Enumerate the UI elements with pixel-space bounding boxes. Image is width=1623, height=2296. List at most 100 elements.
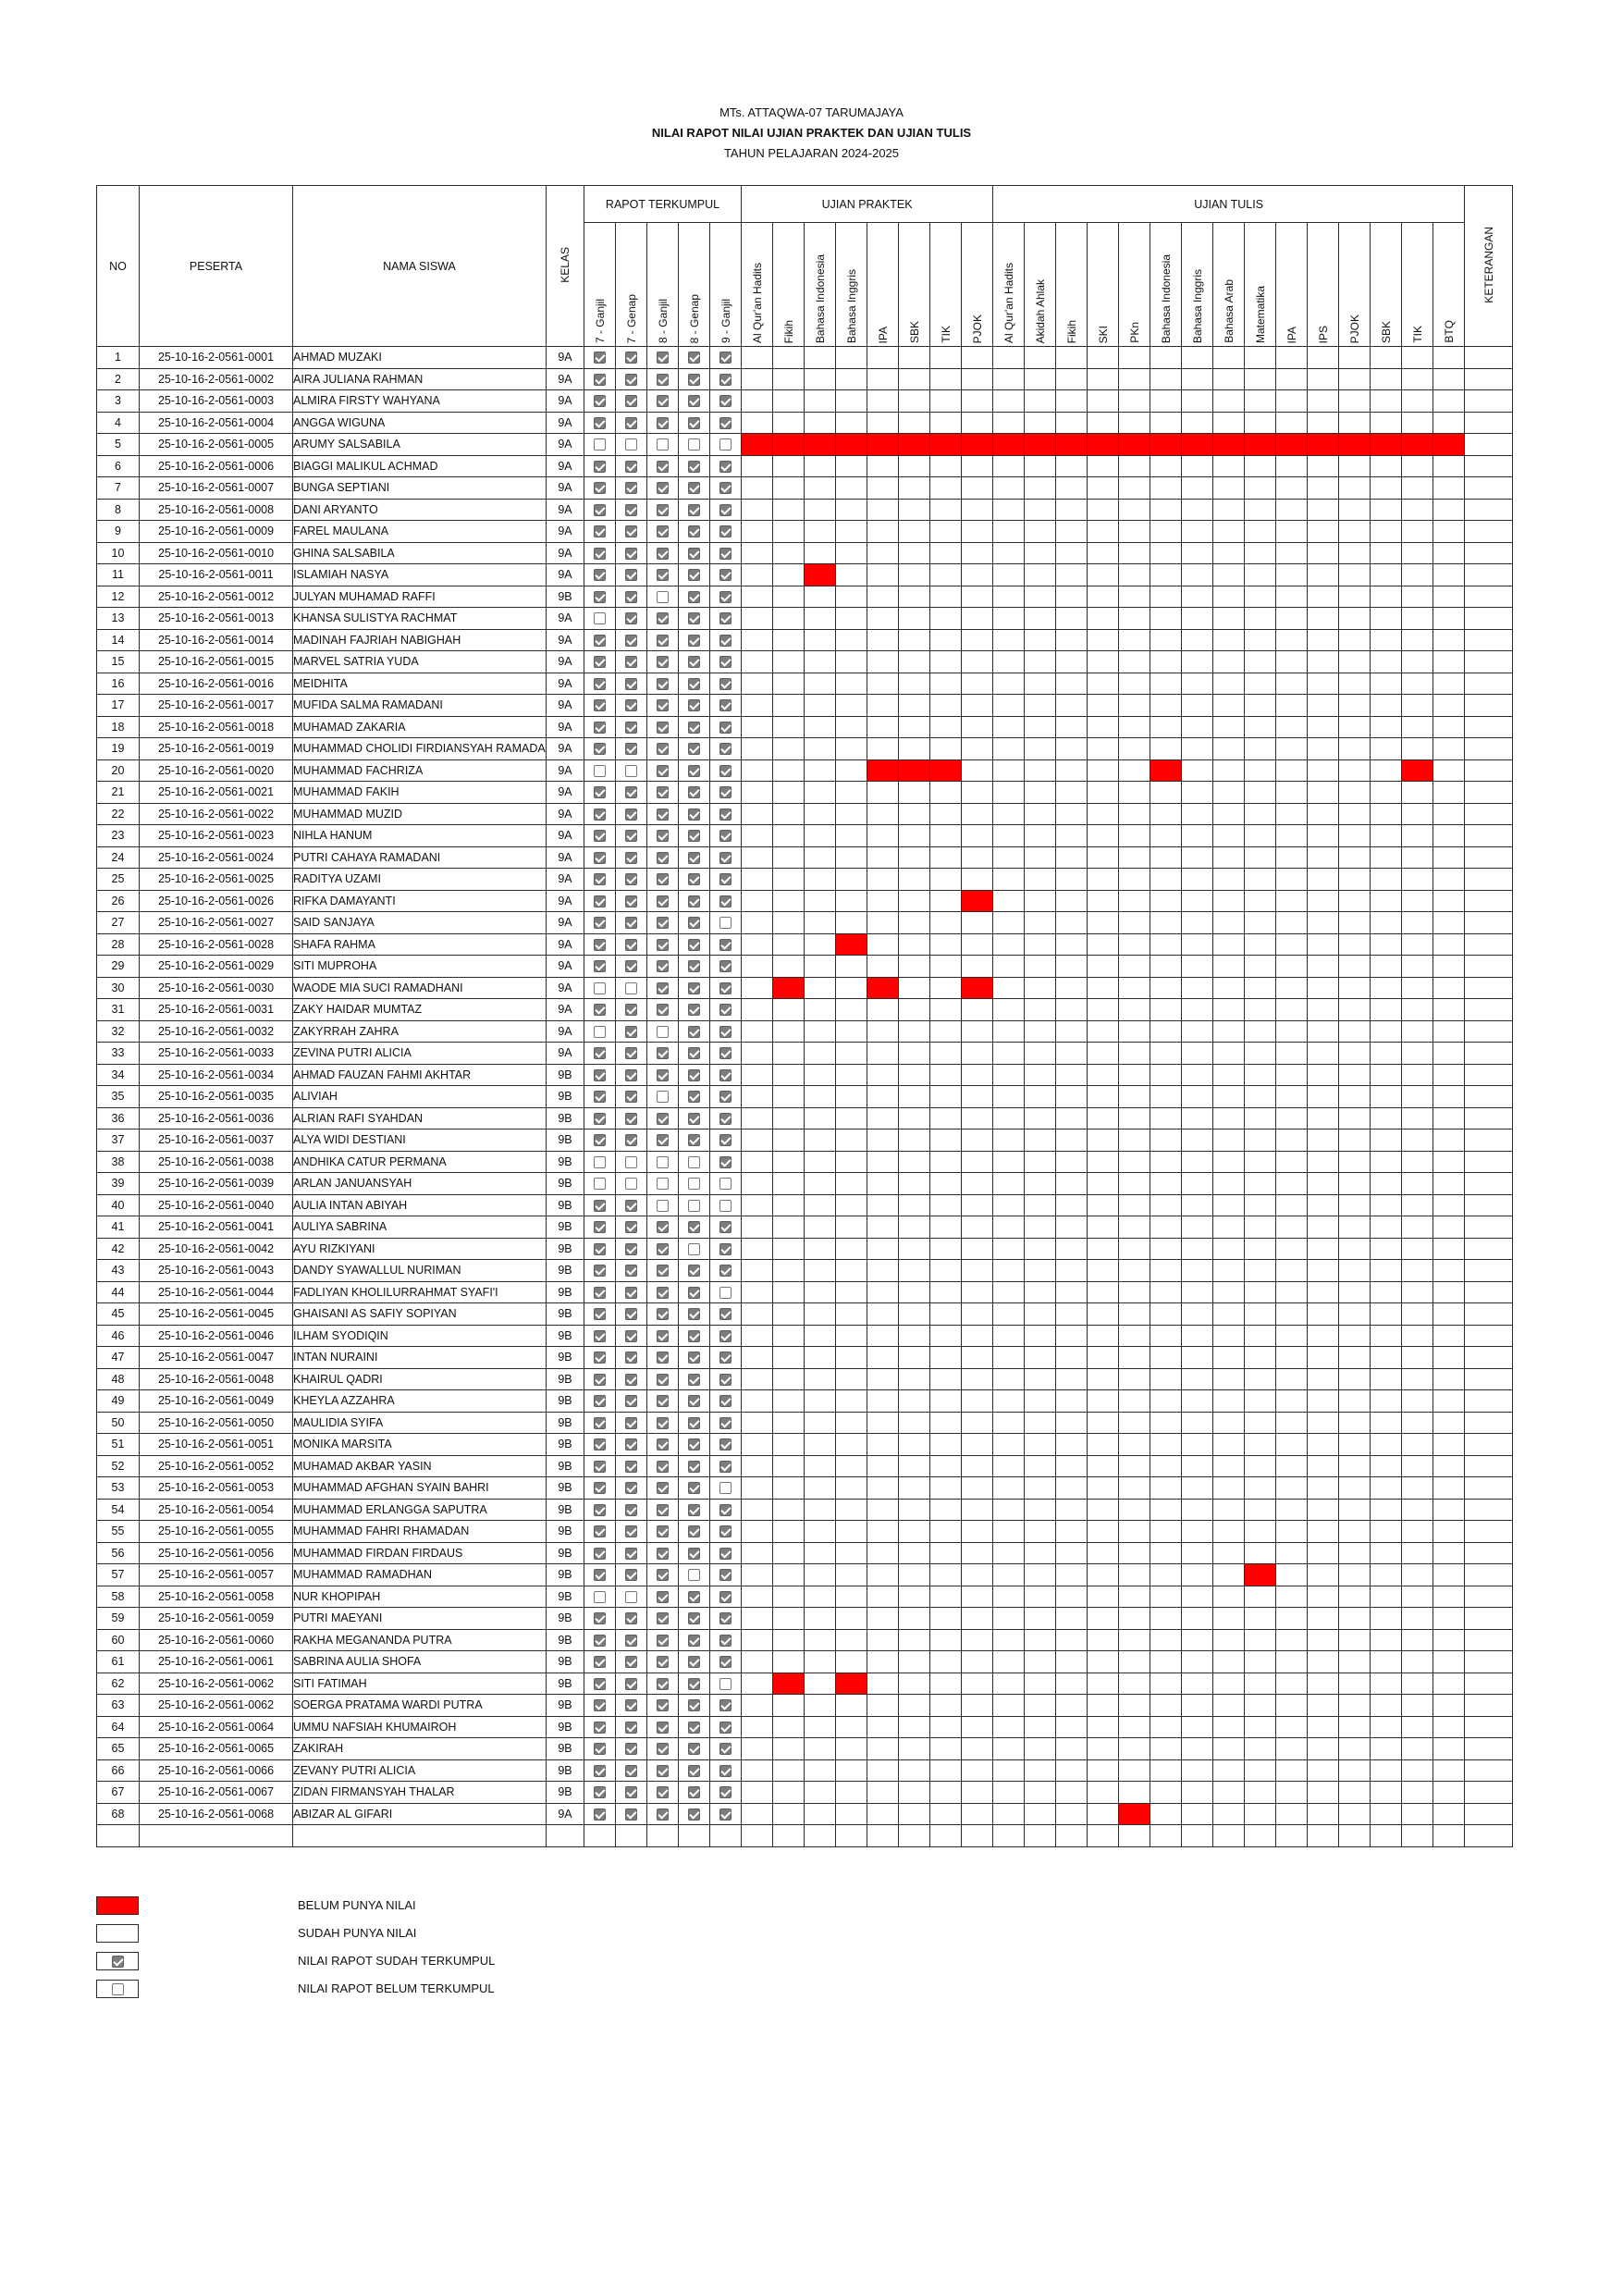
checked-checkbox-icon[interactable] <box>625 851 637 864</box>
unchecked-checkbox-icon[interactable] <box>688 1199 700 1212</box>
unchecked-checkbox-icon[interactable] <box>719 1286 732 1299</box>
checked-checkbox-icon[interactable] <box>688 1677 700 1690</box>
checked-checkbox-icon[interactable] <box>625 1221 637 1234</box>
checked-checkbox-icon[interactable] <box>719 1786 732 1799</box>
unchecked-checkbox-icon[interactable] <box>625 764 637 777</box>
checked-checkbox-icon[interactable] <box>594 1743 606 1756</box>
checked-checkbox-icon[interactable] <box>594 1612 606 1625</box>
checked-checkbox-icon[interactable] <box>594 656 606 669</box>
checked-checkbox-icon[interactable] <box>719 960 732 973</box>
checked-checkbox-icon[interactable] <box>657 1743 669 1756</box>
checked-checkbox-icon[interactable] <box>657 1134 669 1147</box>
checked-checkbox-icon[interactable] <box>657 1460 669 1473</box>
checked-checkbox-icon[interactable] <box>625 1547 637 1560</box>
checked-checkbox-icon[interactable] <box>688 1047 700 1060</box>
checked-checkbox-icon[interactable] <box>594 590 606 603</box>
checked-checkbox-icon[interactable] <box>594 352 606 364</box>
checked-checkbox-icon[interactable] <box>657 743 669 756</box>
checked-checkbox-icon[interactable] <box>719 1634 732 1647</box>
checked-checkbox-icon[interactable] <box>594 482 606 495</box>
checked-checkbox-icon[interactable] <box>719 851 732 864</box>
checked-checkbox-icon[interactable] <box>657 721 669 734</box>
unchecked-checkbox-icon[interactable] <box>594 1155 606 1168</box>
checked-checkbox-icon[interactable] <box>594 1656 606 1669</box>
unchecked-checkbox-icon[interactable] <box>719 1482 732 1495</box>
unchecked-checkbox-icon[interactable] <box>657 1155 669 1168</box>
checked-checkbox-icon[interactable] <box>688 1721 700 1734</box>
checked-checkbox-icon[interactable] <box>625 1373 637 1386</box>
checked-checkbox-icon[interactable] <box>625 1612 637 1625</box>
checked-checkbox-icon[interactable] <box>688 677 700 690</box>
checked-checkbox-icon[interactable] <box>688 1308 700 1321</box>
checked-checkbox-icon[interactable] <box>625 395 637 408</box>
checked-checkbox-icon[interactable] <box>657 1242 669 1255</box>
checked-checkbox-icon[interactable] <box>688 416 700 429</box>
unchecked-checkbox-icon[interactable] <box>594 764 606 777</box>
checked-checkbox-icon[interactable] <box>688 873 700 886</box>
checked-checkbox-icon[interactable] <box>625 1199 637 1212</box>
checked-checkbox-icon[interactable] <box>719 1091 732 1104</box>
checked-checkbox-icon[interactable] <box>719 1265 732 1278</box>
checked-checkbox-icon[interactable] <box>594 1286 606 1299</box>
checked-checkbox-icon[interactable] <box>625 482 637 495</box>
checked-checkbox-icon[interactable] <box>719 1503 732 1516</box>
checked-checkbox-icon[interactable] <box>625 634 637 647</box>
checked-checkbox-icon[interactable] <box>657 981 669 994</box>
checked-checkbox-icon[interactable] <box>657 569 669 582</box>
checked-checkbox-icon[interactable] <box>719 547 732 560</box>
checked-checkbox-icon[interactable] <box>688 1025 700 1038</box>
checked-checkbox-icon[interactable] <box>657 808 669 821</box>
checked-checkbox-icon[interactable] <box>688 786 700 799</box>
checked-checkbox-icon[interactable] <box>657 1503 669 1516</box>
checked-checkbox-icon[interactable] <box>625 873 637 886</box>
unchecked-checkbox-icon[interactable] <box>688 1242 700 1255</box>
unchecked-checkbox-icon[interactable] <box>657 1091 669 1104</box>
checked-checkbox-icon[interactable] <box>688 851 700 864</box>
checked-checkbox-icon[interactable] <box>625 1634 637 1647</box>
checked-checkbox-icon[interactable] <box>688 1786 700 1799</box>
checked-checkbox-icon[interactable] <box>719 352 732 364</box>
checked-checkbox-icon[interactable] <box>688 1808 700 1821</box>
checked-checkbox-icon[interactable] <box>719 1416 732 1429</box>
checked-checkbox-icon[interactable] <box>594 1525 606 1538</box>
checked-checkbox-icon[interactable] <box>594 416 606 429</box>
checked-checkbox-icon[interactable] <box>688 1068 700 1081</box>
checked-checkbox-icon[interactable] <box>594 743 606 756</box>
checked-checkbox-icon[interactable] <box>719 1590 732 1603</box>
checked-checkbox-icon[interactable] <box>594 1068 606 1081</box>
unchecked-checkbox-icon[interactable] <box>594 1025 606 1038</box>
checked-checkbox-icon[interactable] <box>594 503 606 516</box>
checked-checkbox-icon[interactable] <box>719 373 732 386</box>
checked-checkbox-icon[interactable] <box>657 1677 669 1690</box>
checked-checkbox-icon[interactable] <box>719 699 732 712</box>
checked-checkbox-icon[interactable] <box>657 1352 669 1364</box>
unchecked-checkbox-icon[interactable] <box>594 981 606 994</box>
checked-checkbox-icon[interactable] <box>657 352 669 364</box>
unchecked-checkbox-icon[interactable] <box>688 1155 700 1168</box>
checked-checkbox-icon[interactable] <box>657 1221 669 1234</box>
checked-checkbox-icon[interactable] <box>625 1721 637 1734</box>
checked-checkbox-icon[interactable] <box>719 1221 732 1234</box>
checked-checkbox-icon[interactable] <box>719 634 732 647</box>
checked-checkbox-icon[interactable] <box>625 503 637 516</box>
checked-checkbox-icon[interactable] <box>657 699 669 712</box>
checked-checkbox-icon[interactable] <box>688 960 700 973</box>
checked-checkbox-icon[interactable] <box>625 1525 637 1538</box>
checked-checkbox-icon[interactable] <box>719 743 732 756</box>
checked-checkbox-icon[interactable] <box>657 1786 669 1799</box>
checked-checkbox-icon[interactable] <box>625 1503 637 1516</box>
unchecked-checkbox-icon[interactable] <box>688 438 700 451</box>
checked-checkbox-icon[interactable] <box>719 1764 732 1777</box>
checked-checkbox-icon[interactable] <box>625 460 637 473</box>
checked-checkbox-icon[interactable] <box>719 895 732 907</box>
checked-checkbox-icon[interactable] <box>688 1395 700 1408</box>
checked-checkbox-icon[interactable] <box>594 1721 606 1734</box>
unchecked-checkbox-icon[interactable] <box>625 1155 637 1168</box>
checked-checkbox-icon[interactable] <box>657 1286 669 1299</box>
unchecked-checkbox-icon[interactable] <box>719 438 732 451</box>
checked-checkbox-icon[interactable] <box>688 1547 700 1560</box>
checked-checkbox-icon[interactable] <box>688 525 700 538</box>
checked-checkbox-icon[interactable] <box>657 1634 669 1647</box>
checked-checkbox-icon[interactable] <box>688 1329 700 1342</box>
checked-checkbox-icon[interactable] <box>657 677 669 690</box>
